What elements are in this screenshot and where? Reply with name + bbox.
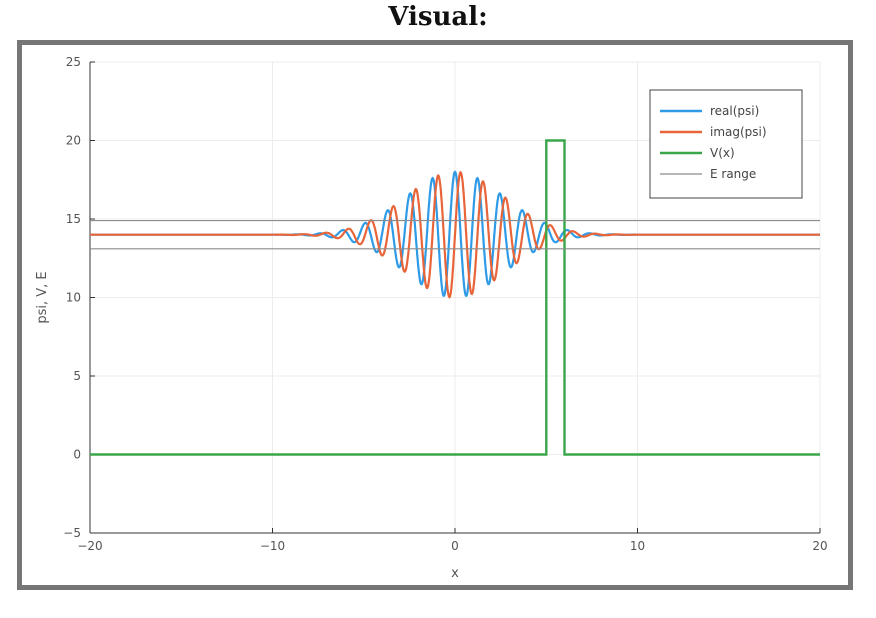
- chart-frame: −20 −10 0 10 20 −5 0 5 10 15 20 25 x psi, V, E real(p…: [17, 40, 853, 590]
- y-tick-label: 20: [66, 134, 81, 148]
- x-tick-label: −20: [77, 539, 102, 553]
- y-tick-label: 0: [73, 448, 81, 462]
- imag-psi-line: [90, 170, 820, 299]
- legend-box: [649, 89, 803, 199]
- y-tick-label: 15: [66, 212, 81, 226]
- series: [90, 139, 820, 456]
- x-tick-label: −10: [260, 539, 285, 553]
- y-tick-label: 5: [73, 369, 81, 383]
- legend-label: V(x): [710, 146, 735, 160]
- legend-label: imag(psi): [710, 125, 767, 139]
- y-tick-label: −5: [63, 526, 81, 540]
- y-tick-label: 25: [66, 55, 81, 69]
- line-chart: −20 −10 0 10 20 −5 0 5 10 15 20 25 x psi, V, E real(p…: [35, 55, 828, 581]
- page-heading: Visual:: [388, 2, 488, 32]
- potential-line: [90, 139, 820, 456]
- y-axis-label: psi, V, E: [35, 271, 50, 323]
- x-tick-label: 10: [630, 539, 645, 553]
- x-tick-label: 0: [451, 539, 459, 553]
- legend-label: E range: [710, 167, 756, 181]
- y-tick-label: 10: [66, 291, 81, 305]
- legend: real(psi) imag(psi) V(x) E range: [649, 89, 803, 199]
- x-axis-label: x: [451, 566, 459, 581]
- legend-label: real(psi): [710, 104, 759, 118]
- x-tick-label: 20: [812, 539, 827, 553]
